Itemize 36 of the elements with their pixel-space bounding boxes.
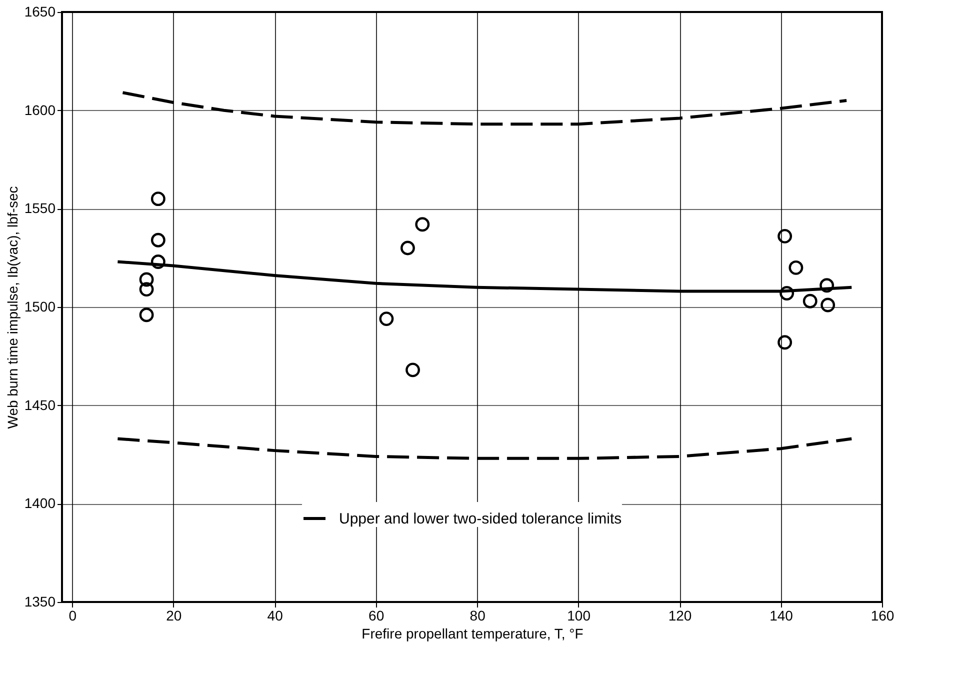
y-tick-label: 1550 <box>24 200 56 216</box>
point <box>400 240 415 256</box>
x-axis-title: Frefire propellant temperature, T, °F <box>362 626 584 642</box>
point <box>150 232 166 248</box>
point <box>406 362 420 378</box>
y-tick-label: 1450 <box>24 396 56 413</box>
legend-label: Upper and lower two-sided tolerance limits <box>339 510 622 528</box>
point <box>139 282 154 297</box>
x-tick-label: 20 <box>166 608 182 624</box>
x-tick-label: 160 <box>870 608 894 624</box>
point <box>778 228 792 244</box>
x-tick-label: 80 <box>470 608 486 624</box>
point <box>415 217 430 232</box>
y-tick-label: 1350 <box>24 594 56 610</box>
point <box>802 294 818 308</box>
y-tick-label: 1650 <box>24 4 56 20</box>
x-tick-label: 100 <box>567 608 591 624</box>
x-tick-label: 0 <box>68 608 77 624</box>
y-axis-title: Web burn time impulse, Ib(vac), lbf-sec <box>4 186 20 429</box>
point <box>780 286 794 300</box>
point <box>150 192 166 206</box>
y-tick-label: 1400 <box>24 495 56 512</box>
x-tick-label: 60 <box>368 608 384 624</box>
point <box>139 272 154 287</box>
x-tick-label: 120 <box>668 608 692 624</box>
point <box>820 278 834 293</box>
point <box>139 308 154 322</box>
point <box>788 260 804 275</box>
x-tick-label: 40 <box>267 608 284 624</box>
y-tick-label: 1600 <box>24 102 56 118</box>
point <box>150 254 166 269</box>
x-tick-label: 140 <box>770 608 794 624</box>
point <box>778 335 792 350</box>
y-tick-label: 1500 <box>24 298 56 314</box>
point <box>379 312 394 326</box>
point <box>820 298 836 312</box>
